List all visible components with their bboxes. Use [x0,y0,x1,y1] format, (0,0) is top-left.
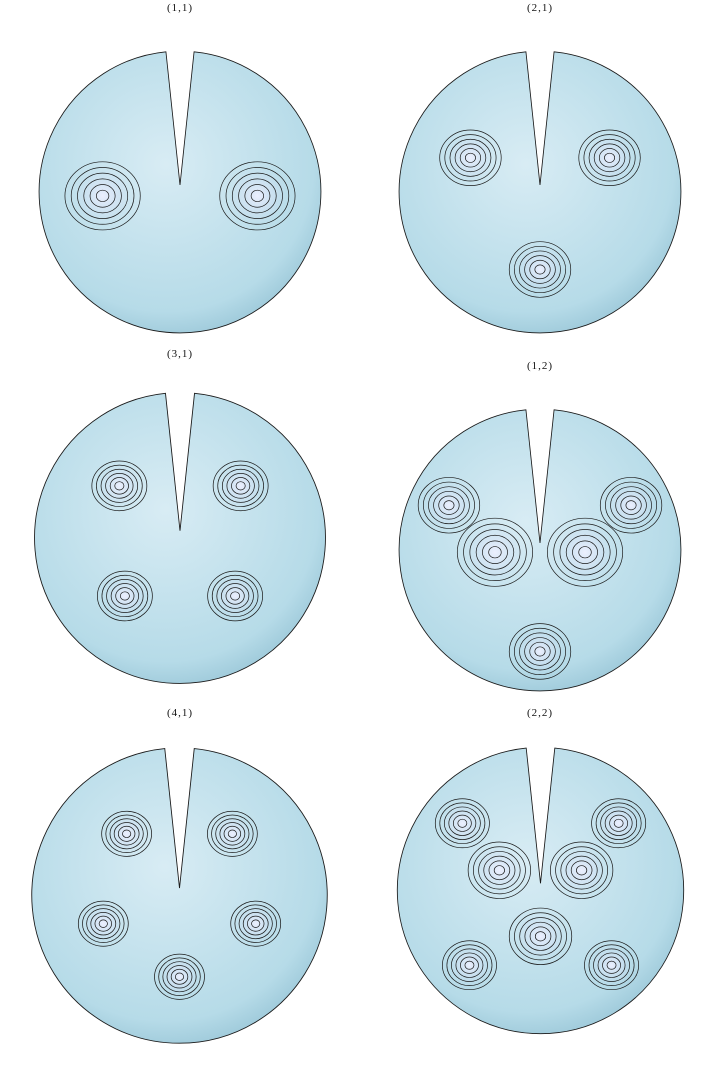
panel-label-1-2: (1,2) [526,360,554,372]
panel-label-2-1: (2,1) [526,2,554,14]
mode-plot-1-2 [398,409,682,692]
panel-label-2-2: (2,2) [526,707,554,719]
mode-plot-2-2 [396,747,685,1035]
mode-plot-4-1 [31,748,328,1044]
panel-label-3-1: (3,1) [166,348,194,360]
mode-plot-3-1 [34,392,326,684]
mode-plot-1-1 [38,51,322,334]
panel-label-1-1: (1,1) [166,2,194,14]
mode-plot-2-1 [398,51,682,334]
panel-label-4-1: (4,1) [166,707,194,719]
